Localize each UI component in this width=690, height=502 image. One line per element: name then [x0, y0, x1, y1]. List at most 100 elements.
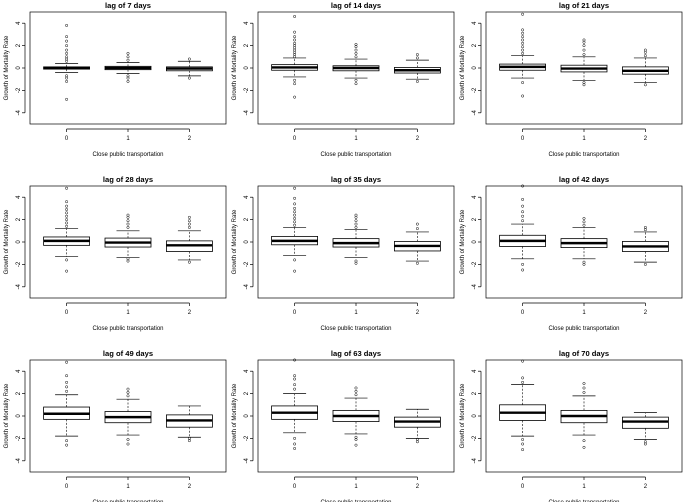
x-tick-label: 1 — [126, 310, 130, 316]
y-tick-label: -4 — [472, 109, 478, 115]
y-tick-label: 2 — [472, 391, 478, 395]
outlier-point — [126, 222, 130, 226]
outlier-point — [65, 51, 69, 55]
y-tick-label: -4 — [472, 283, 478, 289]
box-group-1 — [332, 213, 380, 265]
box-group-1 — [104, 387, 152, 446]
outlier-point — [582, 44, 586, 48]
x-tick-label: 0 — [65, 136, 69, 142]
outlier-point — [293, 82, 297, 86]
y-tick-label: 2 — [244, 391, 250, 395]
x-tick-label: 2 — [644, 136, 648, 142]
outlier-point — [126, 51, 130, 55]
chart-title: lag of 49 days — [103, 349, 153, 358]
outlier-point — [65, 374, 69, 378]
outlier-point — [187, 76, 191, 80]
outlier-point — [187, 215, 191, 219]
y-tick-label: -2 — [16, 87, 22, 93]
chart-panel-7: lag of 49 days -4 -2 0 2 4 Growth of Mortality… — [4, 349, 227, 502]
outlier-point — [293, 206, 297, 210]
x-tick-label: 0 — [293, 484, 297, 490]
outlier-point — [415, 261, 419, 265]
box-group-2 — [166, 215, 213, 264]
outlier-point — [293, 35, 297, 39]
box-group-2 — [622, 225, 669, 266]
chart-panel-2: lag of 14 days -4 -2 0 2 4 Growth of Mortality… — [232, 1, 455, 158]
box-group-2 — [394, 222, 441, 265]
y-tick-label: 0 — [472, 414, 478, 418]
outlier-point — [354, 43, 358, 46]
outlier-point — [65, 211, 69, 215]
x-tick-label: 0 — [293, 310, 297, 316]
outlier-point — [65, 23, 69, 27]
outlier-point — [293, 447, 297, 450]
chart-title: lag of 14 days — [331, 1, 381, 10]
x-tick-label: 0 — [65, 310, 69, 316]
x-tick-label: 1 — [354, 310, 358, 316]
outlier-point — [582, 48, 586, 52]
box-group-0 — [43, 186, 90, 273]
outlier-point — [354, 55, 358, 59]
outlier-point — [354, 225, 358, 229]
chart-title: lag of 7 days — [105, 1, 151, 10]
outlier-point — [643, 262, 647, 266]
outlier-point — [293, 217, 297, 220]
chart-panel-8: lag of 63 days -4 -2 0 2 4 Growth of Mortality… — [232, 349, 455, 502]
outlier-point — [293, 202, 297, 206]
outlier-point — [415, 438, 419, 441]
outlier-point — [126, 391, 130, 394]
outlier-point — [643, 440, 647, 444]
outlier-point — [65, 48, 69, 52]
outlier-point — [126, 55, 130, 59]
x-tick-label: 2 — [188, 484, 192, 490]
x-tick-label: 2 — [416, 484, 420, 490]
outlier-point — [521, 48, 525, 52]
y-tick-label: -4 — [244, 457, 250, 463]
y-tick-label: -4 — [16, 109, 22, 115]
outlier-point — [293, 358, 297, 362]
x-tick-label: 0 — [521, 136, 525, 142]
outlier-point — [187, 260, 191, 264]
chart-panel-9: lag of 70 days -4 -2 0 2 4 Growth of Mortality… — [460, 349, 683, 502]
y-tick-label: 0 — [244, 66, 250, 70]
chart-title: lag of 63 days — [331, 349, 381, 358]
outlier-point — [293, 436, 297, 440]
y-tick-label: 2 — [16, 43, 22, 47]
plot-area-frame — [257, 11, 455, 125]
x-axis-label: Close public transportation — [92, 326, 163, 332]
outlier-point — [126, 58, 130, 62]
y-tick-label: -2 — [16, 435, 22, 441]
chart-title: lag of 70 days — [559, 349, 609, 358]
x-tick-label: 0 — [65, 484, 69, 490]
y-tick-label: 0 — [472, 66, 478, 70]
y-tick-label: -4 — [472, 457, 478, 463]
outlier-point — [582, 81, 586, 85]
box-group-2 — [622, 412, 669, 446]
outlier-point — [354, 78, 358, 82]
outlier-point — [415, 227, 419, 231]
box-group-0 — [271, 15, 318, 99]
outlier-point — [582, 382, 586, 385]
outlier-point — [521, 184, 525, 188]
outlier-point — [582, 439, 586, 443]
outlier-point — [65, 74, 69, 78]
outlier-point — [65, 204, 69, 208]
outlier-point — [582, 223, 586, 227]
x-axis-label: Close public transportation — [92, 152, 163, 158]
y-tick-label: 0 — [16, 240, 22, 244]
outlier-point — [521, 45, 525, 49]
outlier-point — [521, 38, 525, 42]
y-tick-label: 4 — [472, 21, 478, 25]
outlier-point — [521, 12, 525, 16]
outlier-point — [415, 56, 419, 60]
chart-panel-4: lag of 28 days -4 -2 0 2 4 Growth of Mortality… — [4, 175, 227, 332]
box-group-2 — [622, 48, 669, 87]
outlier-point — [354, 82, 358, 86]
outlier-point — [126, 79, 130, 83]
outlier-point — [643, 83, 647, 87]
y-tick-label: 0 — [244, 414, 250, 418]
plot-area-frame — [485, 185, 683, 299]
outlier-point — [521, 376, 525, 380]
outlier-point — [65, 35, 69, 39]
x-axis-label: Close public transportation — [548, 326, 619, 332]
